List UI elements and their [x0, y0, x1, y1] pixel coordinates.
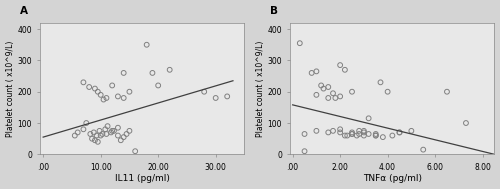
Point — [329, 129, 337, 132]
Point — [372, 132, 380, 136]
Point — [379, 136, 387, 139]
Point — [117, 139, 125, 142]
Point — [360, 129, 368, 132]
Point — [94, 90, 102, 93]
Point — [108, 84, 116, 87]
Point — [90, 131, 98, 134]
Point — [212, 96, 220, 99]
Point — [329, 92, 337, 95]
Point — [324, 96, 332, 99]
Point — [100, 98, 108, 101]
Point — [104, 125, 112, 128]
Point — [462, 122, 470, 125]
Point — [223, 95, 231, 98]
Point — [353, 134, 361, 137]
Point — [355, 132, 363, 136]
Point — [91, 139, 99, 142]
X-axis label: TNFα (pg/ml): TNFα (pg/ml) — [363, 174, 422, 184]
Point — [142, 43, 150, 46]
Point — [384, 90, 392, 93]
Point — [102, 132, 110, 136]
Point — [396, 131, 404, 134]
Point — [94, 140, 102, 143]
Point — [154, 84, 162, 87]
Point — [166, 68, 173, 71]
Point — [108, 129, 116, 132]
Point — [348, 131, 356, 134]
Point — [82, 122, 90, 125]
Point — [71, 134, 79, 137]
Point — [312, 129, 320, 132]
Point — [120, 96, 128, 99]
Point — [91, 87, 99, 90]
Point — [364, 132, 372, 136]
Point — [360, 134, 368, 137]
Point — [344, 134, 351, 137]
Point — [443, 90, 451, 93]
Y-axis label: Platelet count ( x10^9/L): Platelet count ( x10^9/L) — [6, 40, 15, 137]
Point — [396, 131, 404, 134]
Point — [96, 134, 104, 137]
X-axis label: IL11 (pg/ml): IL11 (pg/ml) — [115, 174, 170, 184]
Point — [131, 150, 139, 153]
Point — [86, 132, 94, 136]
Point — [300, 132, 308, 136]
Point — [114, 134, 122, 137]
Point — [80, 81, 88, 84]
Point — [324, 85, 332, 88]
Point — [320, 87, 328, 90]
Point — [348, 90, 356, 93]
Point — [348, 132, 356, 136]
Text: A: A — [20, 6, 28, 16]
Point — [348, 132, 356, 136]
Point — [110, 129, 118, 132]
Point — [308, 71, 316, 74]
Point — [364, 117, 372, 120]
Point — [96, 93, 104, 96]
Point — [85, 85, 93, 88]
Point — [296, 42, 304, 45]
Point — [332, 96, 340, 99]
Point — [336, 131, 344, 134]
Point — [122, 132, 130, 136]
Point — [114, 95, 122, 98]
Point — [372, 134, 380, 137]
Point — [114, 126, 122, 129]
Point — [317, 84, 325, 87]
Point — [126, 129, 134, 132]
Point — [92, 134, 100, 137]
Point — [148, 71, 156, 74]
Point — [312, 70, 320, 73]
Point — [98, 132, 106, 136]
Point — [341, 134, 349, 137]
Point — [372, 134, 380, 137]
Point — [107, 131, 115, 134]
Point — [200, 90, 208, 93]
Point — [408, 129, 416, 132]
Point — [74, 131, 82, 134]
Point — [102, 128, 110, 131]
Point — [419, 148, 427, 151]
Text: B: B — [270, 6, 278, 16]
Point — [360, 131, 368, 134]
Point — [88, 137, 96, 140]
Point — [336, 95, 344, 98]
Point — [312, 93, 320, 96]
Point — [376, 81, 384, 84]
Point — [80, 128, 88, 131]
Point — [388, 134, 396, 137]
Point — [336, 128, 344, 131]
Point — [120, 136, 128, 139]
Point — [355, 129, 363, 132]
Point — [300, 150, 308, 153]
Point — [336, 64, 344, 67]
Point — [96, 129, 104, 132]
Y-axis label: Platelet count ( x10^9/L): Platelet count ( x10^9/L) — [256, 40, 264, 137]
Point — [120, 71, 128, 74]
Point — [126, 90, 134, 93]
Point — [102, 96, 110, 99]
Point — [341, 68, 349, 71]
Point — [324, 131, 332, 134]
